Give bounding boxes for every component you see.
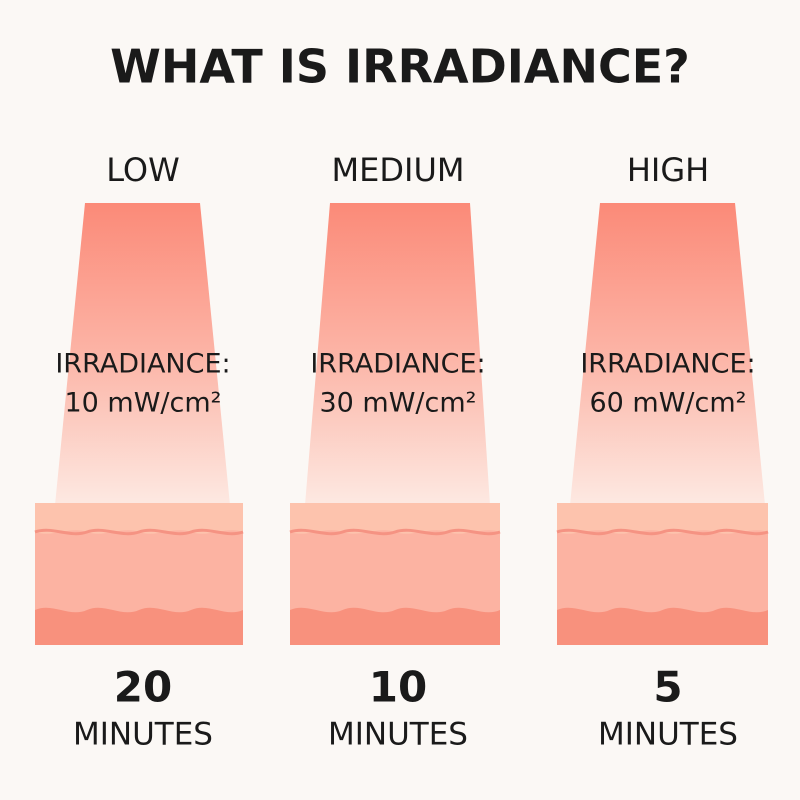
skin-bottom [290, 607, 500, 645]
irradiance-label: IRRADIANCE: [310, 349, 485, 380]
time-unit: MINUTES [73, 717, 213, 753]
skin-line [34, 528, 244, 536]
level-label: MEDIUM [332, 151, 465, 189]
irradiance-value: 60 mW/cm² [589, 388, 746, 419]
irradiance-label: IRRADIANCE: [55, 349, 230, 380]
skin-top [35, 503, 243, 534]
skin-line [556, 528, 769, 536]
light-beam [570, 203, 765, 505]
title: WHAT IS IRRADIANCE? [110, 40, 690, 94]
irradiance-value: 10 mW/cm² [64, 388, 221, 419]
time-value: 20 [114, 663, 172, 712]
skin-bottom [35, 607, 243, 645]
light-beam [55, 203, 230, 505]
time-unit: MINUTES [328, 717, 468, 753]
time-unit: MINUTES [598, 717, 738, 753]
irradiance-label: IRRADIANCE: [580, 349, 755, 380]
skin-line [289, 528, 501, 536]
light-beam [305, 203, 490, 505]
irradiance-value: 30 mW/cm² [319, 388, 476, 419]
time-value: 10 [369, 663, 427, 712]
time-value: 5 [653, 663, 682, 712]
skin-top [557, 503, 768, 534]
skin-bottom [557, 607, 768, 645]
skin-top [290, 503, 500, 534]
level-label: HIGH [627, 151, 709, 189]
level-label: LOW [106, 151, 180, 189]
